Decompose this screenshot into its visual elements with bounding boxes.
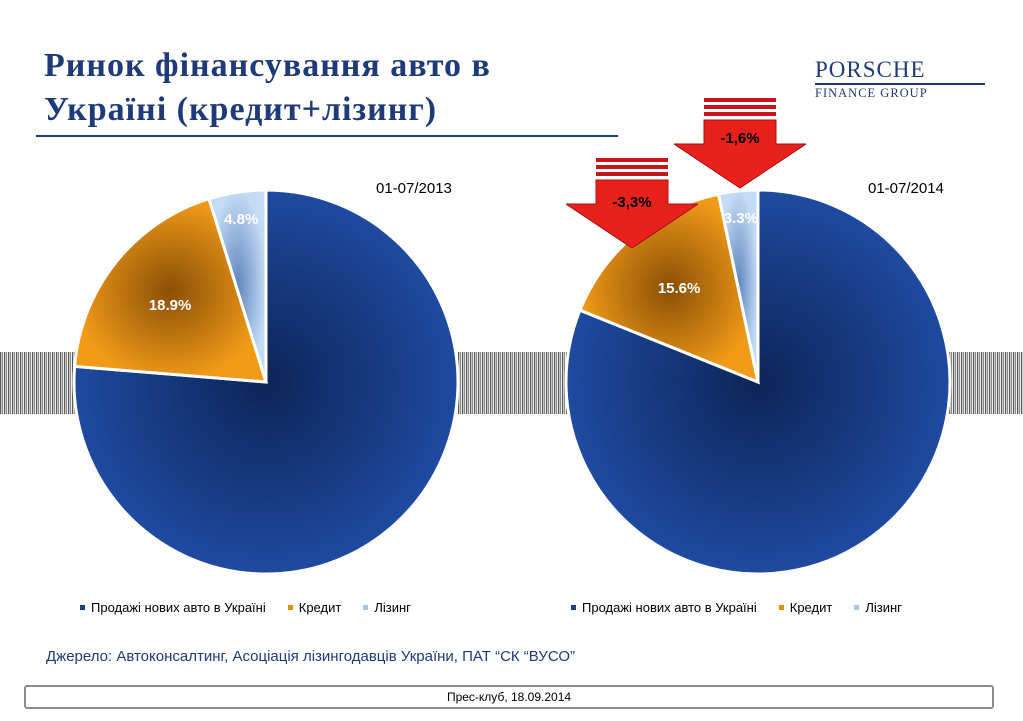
slice-leasing [207,188,268,383]
data-label-credit: 18.9% [149,297,192,314]
slice-credit [73,196,269,384]
legend-label: Продажі нових авто в Україні [91,600,266,615]
arrow-credit-change: -3,3% [564,158,700,250]
down-arrow-icon [564,158,700,249]
slice-leasing [716,188,760,383]
arrow-credit-change-label: -3,3% [612,194,652,211]
chart-1-date-label: 01-07/2013 [376,180,452,197]
down-arrow-icon [672,98,808,189]
footer-text: Прес-клуб, 18.09.2014 [446,690,572,704]
legend-swatch-sales [80,605,85,610]
footer-box: Прес-клуб, 18.09.2014 [24,685,994,709]
legend-swatch-sales [571,605,576,610]
legend-item-sales: Продажі нових авто в Україні [571,600,757,615]
chart-1-legend: Продажі нових авто в Україні Кредит Лізи… [80,600,411,615]
legend-item-sales: Продажі нових авто в Україні [80,600,266,615]
legend-item-credit: Кредит [287,600,342,615]
legend-label: Лізинг [865,600,902,615]
arrow-leasing-change: -1,6% [672,98,808,190]
pie-chart-2013: 18.9% 4.8% [72,188,460,576]
decorative-stripe-right [945,352,1023,414]
logo-main-text: PORSCHE [815,57,926,82]
data-label-leasing: 4.8% [224,211,258,228]
legend-label: Лізинг [374,600,411,615]
legend-item-leasing: Лізинг [363,600,411,615]
decorative-stripe-left [0,352,84,414]
title-underline [36,135,618,137]
source-note: Джерело: Автоконсалтинг, Асоціація лізин… [46,648,576,665]
logo-sub-text: FINANCE GROUP [815,86,928,100]
legend-swatch-credit [778,605,784,610]
legend-label: Кредит [789,600,833,615]
legend-swatch-credit [287,605,293,610]
legend-item-leasing: Лізинг [854,600,902,615]
legend-item-credit: Кредит [778,600,833,615]
arrow-leasing-change-label: -1,6% [720,130,760,147]
legend-label: Продажі нових авто в Україні [582,600,757,615]
pie-chart-2014: 15.6% 3.3% [564,188,952,576]
chart-2-date-label: 01-07/2014 [868,180,944,197]
data-label-leasing: 3.3% [724,210,758,227]
data-label-credit: 15.6% [658,280,701,297]
legend-swatch-leasing [363,605,369,610]
legend-label: Кредит [298,600,342,615]
legend-swatch-leasing [854,605,860,610]
chart-2-legend: Продажі нових авто в Україні Кредит Лізи… [571,600,902,615]
decorative-stripe-middle [450,352,578,414]
logo-rule [815,83,985,85]
porsche-finance-logo: PORSCHE FINANCE GROUP [815,58,985,100]
page-title: Ринок фінансування авто в Україні (креди… [44,47,491,128]
